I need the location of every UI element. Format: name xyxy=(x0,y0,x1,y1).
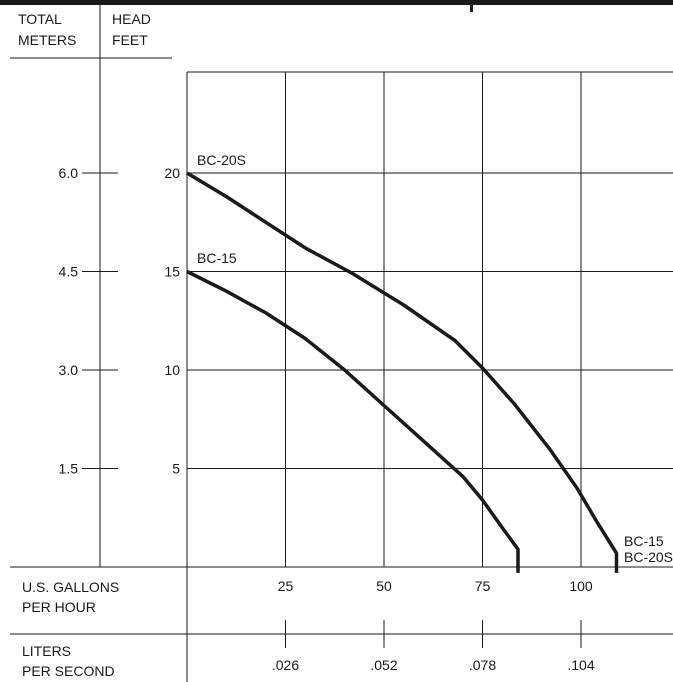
y-tick-meters-4.5: 4.5 xyxy=(59,264,79,280)
x-tick-lps-.052: .052 xyxy=(370,657,397,673)
header-right-line1: HEAD xyxy=(112,11,151,27)
x-tick-gph-50: 50 xyxy=(376,578,392,594)
top-border xyxy=(0,0,673,5)
header-left-line1: TOTAL xyxy=(18,11,62,27)
x-tick-gph-75: 75 xyxy=(475,578,491,594)
curve-label-bc-20s: BC-20S xyxy=(197,152,246,168)
y-tick-meters-1.5: 1.5 xyxy=(59,461,79,477)
x-tick-lps-.026: .026 xyxy=(272,657,299,673)
header-left-line2: METERS xyxy=(18,32,76,48)
x-label-lps-line2: PER SECOND xyxy=(22,663,115,679)
y-tick-feet-20: 20 xyxy=(164,165,180,181)
curve-label-bc-15: BC-15 xyxy=(197,250,237,266)
x-label-lps-line1: LITERS xyxy=(22,643,71,659)
x-label-gph-line2: PER HOUR xyxy=(22,599,96,615)
x-tick-lps-.078: .078 xyxy=(469,657,496,673)
header-right-line2: FEET xyxy=(112,32,148,48)
series-group xyxy=(186,171,619,573)
x-axis-gph: 25 50 75 100 xyxy=(278,578,593,594)
x-tick-gph-25: 25 xyxy=(278,578,294,594)
x-tick-gph-100: 100 xyxy=(569,578,593,594)
x-tick-lps-.104: .104 xyxy=(567,657,594,673)
y-tick-feet-5: 5 xyxy=(172,461,180,477)
y-axis-meters: 6.0 4.5 3.0 1.5 xyxy=(59,165,118,477)
x-label-gph-line1: U.S. GALLONS xyxy=(22,579,119,595)
y-axis-feet: 20 15 10 5 xyxy=(164,165,180,477)
cutoff-label-bc-20s: BC-20S xyxy=(624,549,673,565)
y-tick-meters-6.0: 6.0 xyxy=(59,165,79,181)
top-border-notch xyxy=(470,0,473,12)
y-tick-feet-10: 10 xyxy=(164,362,180,378)
cutoff-label-bc-15: BC-15 xyxy=(624,533,664,549)
y-tick-feet-15: 15 xyxy=(164,264,180,280)
series-line-bc-20s xyxy=(186,171,619,573)
y-tick-meters-3.0: 3.0 xyxy=(59,362,79,378)
series-line-bc-15 xyxy=(186,269,520,573)
x-axis-lps: .026 .052 .078 .104 xyxy=(272,620,595,673)
plot-grid xyxy=(186,71,673,567)
